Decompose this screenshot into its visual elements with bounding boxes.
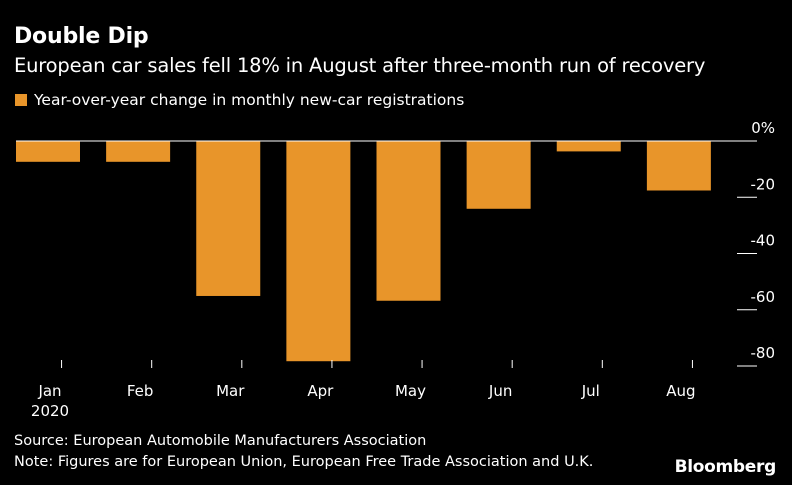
source-note: Source: European Automobile Manufacturer… xyxy=(14,433,427,449)
y-tick-label: -80 xyxy=(751,344,776,362)
x-tick-label: Jun xyxy=(488,382,512,400)
x-tick-label: Jan xyxy=(37,382,61,400)
bar-may xyxy=(376,141,441,301)
x-tick-label: May xyxy=(395,382,426,400)
legend-swatch xyxy=(15,94,27,106)
x-tick-label: Aug xyxy=(666,382,695,400)
footnote: Note: Figures are for European Union, Eu… xyxy=(14,454,594,470)
bar-apr xyxy=(286,141,351,362)
chart-title: Double Dip xyxy=(14,24,149,49)
bar-jan xyxy=(16,141,80,162)
bloomberg-logo: Bloomberg xyxy=(674,457,777,477)
bar-jun xyxy=(466,141,531,209)
y-tick-label: -60 xyxy=(751,288,776,306)
chart-subtitle: European car sales fell 18% in August af… xyxy=(14,54,706,77)
legend-label: Year-over-year change in monthly new-car… xyxy=(34,91,465,109)
bar-feb xyxy=(106,141,171,162)
x-tick-label: Jul xyxy=(581,382,600,400)
bar-aug xyxy=(646,141,711,191)
y-tick-label: -20 xyxy=(751,175,776,193)
x-tick-label: Feb xyxy=(127,382,154,400)
x-tick-label: Apr xyxy=(307,382,334,400)
bar-mar xyxy=(196,141,261,296)
x-tick-sublabel: 2020 xyxy=(31,402,69,420)
y-tick-label: 0% xyxy=(751,119,775,137)
bar-jul xyxy=(556,141,621,152)
y-tick-label: -40 xyxy=(751,232,776,250)
legend: Year-over-year change in monthly new-car… xyxy=(15,91,464,109)
x-tick-label: Mar xyxy=(216,382,245,400)
